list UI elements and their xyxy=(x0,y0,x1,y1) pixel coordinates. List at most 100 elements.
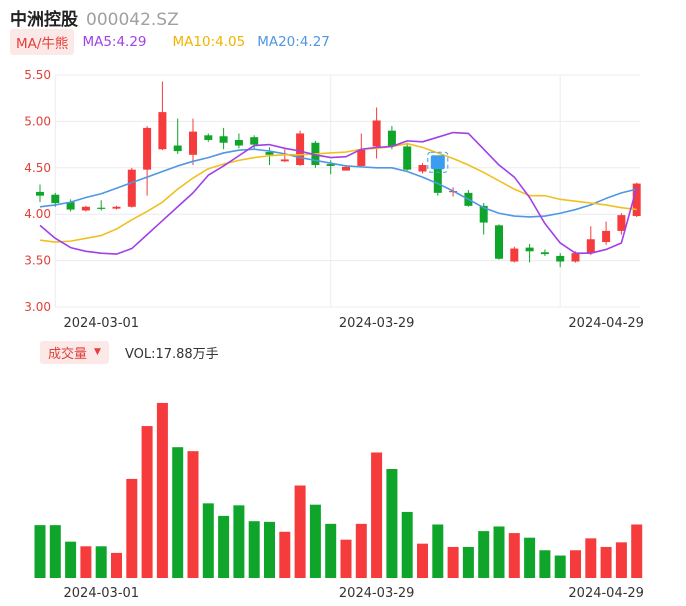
volume-bar xyxy=(218,515,230,578)
candle-body xyxy=(403,146,412,170)
price-date-label: 2024-03-01 xyxy=(64,316,140,331)
volume-date-label: 2024-04-29 xyxy=(568,586,644,601)
ma5-line xyxy=(39,131,638,255)
price-date-label: 2024-03-29 xyxy=(339,316,415,331)
ma5-value: MA5:4.29 xyxy=(82,34,147,50)
price-tick-label: 5.00 xyxy=(24,114,51,128)
price-date-label: 2024-04-29 xyxy=(568,316,644,331)
candle-body xyxy=(66,202,75,210)
candle-body xyxy=(204,135,213,140)
volume-bar xyxy=(111,552,122,578)
candle-body xyxy=(433,167,442,193)
volume-bar xyxy=(95,546,107,578)
volume-indicator-dropdown[interactable]: 成交量 ▼ xyxy=(40,340,109,364)
volume-bar xyxy=(309,504,321,578)
candle-body xyxy=(234,139,243,146)
candle-body xyxy=(296,133,305,166)
volume-bar xyxy=(264,521,275,578)
volume-bar xyxy=(355,523,367,578)
volume-bar xyxy=(585,538,597,578)
event-marker-frame xyxy=(427,151,449,173)
candle-body xyxy=(265,152,274,155)
candle-body xyxy=(495,225,503,259)
price-tick-label: 5.50 xyxy=(24,68,51,82)
volume-bar xyxy=(202,503,214,578)
volume-bar xyxy=(386,469,398,578)
candle-body xyxy=(510,248,519,262)
candle-body xyxy=(617,215,626,231)
candle-body xyxy=(158,112,167,150)
candle-body xyxy=(525,247,534,252)
candle-body xyxy=(280,159,289,162)
candle-body xyxy=(189,131,197,155)
candle-body xyxy=(127,169,136,207)
volume-bar xyxy=(508,533,520,578)
candle-body xyxy=(97,207,106,209)
volume-bar xyxy=(156,402,168,578)
volume-bar xyxy=(493,526,505,578)
volume-bar xyxy=(554,555,566,578)
volume-bar xyxy=(49,525,61,578)
candle-body xyxy=(173,145,182,152)
volume-bar xyxy=(340,539,352,578)
ma20-value: MA20:4.27 xyxy=(257,34,330,50)
volume-bar xyxy=(248,521,260,578)
volume-bar xyxy=(371,452,383,578)
candle-body xyxy=(571,253,580,262)
candle-body xyxy=(143,127,152,170)
volume-bar xyxy=(524,537,536,578)
volume-bar xyxy=(401,511,413,578)
volume-bar xyxy=(172,447,184,578)
stock-code: 000042.SZ xyxy=(86,10,179,30)
volume-bar xyxy=(417,543,428,578)
candle-body xyxy=(387,130,396,147)
price-tick-label: 4.50 xyxy=(24,161,51,175)
volume-bar xyxy=(80,546,92,578)
candle-body xyxy=(632,183,641,217)
ma-legend: MA/牛熊 MA5:4.29 MA10:4.05 MA20:4.27 xyxy=(10,29,330,55)
candle-body xyxy=(219,136,228,143)
ma20-line xyxy=(39,148,637,218)
volume-bar xyxy=(126,478,138,578)
volume-bar xyxy=(65,541,77,578)
candle-body xyxy=(51,194,60,204)
candle-body xyxy=(602,230,611,243)
volume-date-label: 2024-03-01 xyxy=(64,586,140,601)
ma10-value: MA10:4.05 xyxy=(172,34,246,50)
volume-bar xyxy=(141,426,153,578)
volume-value: VOL:17.88万手 xyxy=(124,346,219,362)
candle-body xyxy=(556,255,565,262)
candle-body xyxy=(418,165,427,172)
volume-bar xyxy=(462,546,474,578)
candle-body xyxy=(357,149,366,166)
stock-name: 中洲控股 xyxy=(10,10,78,30)
volume-bar xyxy=(478,531,490,578)
candle-body xyxy=(372,120,381,147)
event-marker-icon xyxy=(430,155,445,170)
volume-bar xyxy=(432,524,444,578)
volume-date-label: 2024-03-29 xyxy=(339,586,415,601)
candle-body xyxy=(540,252,549,255)
volume-bar xyxy=(187,451,199,578)
volume-bar xyxy=(570,550,581,578)
volume-bar xyxy=(233,505,245,578)
volume-legend: 成交量 ▼ VOL:17.88万手 xyxy=(40,340,219,364)
price-tick-label: 4.00 xyxy=(24,207,51,221)
volume-bar xyxy=(600,546,612,578)
volume-bar xyxy=(34,525,46,578)
price-tick-label: 3.00 xyxy=(24,300,51,314)
ma-toggle-button[interactable]: MA/牛熊 xyxy=(10,29,75,55)
candle-body xyxy=(326,164,335,166)
volume-bar xyxy=(447,546,459,578)
volume-bar xyxy=(325,523,337,578)
candle-body xyxy=(479,205,488,223)
candle-body xyxy=(112,206,121,209)
stock-header: 中洲控股 000042.SZ xyxy=(10,5,179,30)
price-tick-label: 3.50 xyxy=(24,254,51,268)
volume-bar xyxy=(615,542,627,578)
candle-body xyxy=(586,239,595,254)
volume-bar xyxy=(279,531,291,578)
ma10-line xyxy=(39,142,637,243)
candle-body xyxy=(250,137,259,145)
